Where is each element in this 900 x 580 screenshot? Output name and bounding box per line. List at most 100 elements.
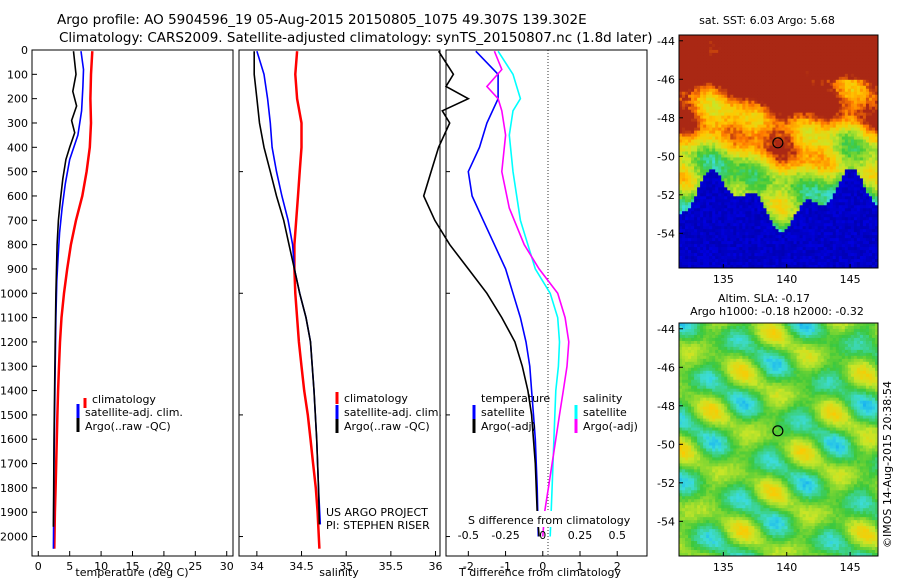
map-cell — [769, 94, 773, 99]
map-cell — [781, 115, 785, 120]
map-cell — [763, 151, 767, 155]
map-cell — [766, 136, 770, 140]
map-cell — [685, 202, 689, 206]
map-cell — [781, 247, 785, 251]
map-cell — [742, 91, 746, 96]
map-cell — [721, 154, 725, 158]
map-cell — [787, 139, 791, 143]
map-cell — [805, 208, 810, 212]
map-cell — [775, 247, 779, 251]
map-cell — [799, 229, 804, 233]
map-cell — [790, 70, 794, 75]
map-cell — [835, 238, 840, 242]
map-cell — [814, 97, 819, 102]
map-cell — [691, 46, 695, 51]
map-cell — [775, 97, 779, 102]
map-cell — [808, 133, 813, 137]
map-cell — [796, 160, 801, 164]
map-cell — [763, 154, 767, 158]
map-cell — [766, 226, 770, 230]
map-cell — [745, 241, 749, 245]
map-cell — [847, 76, 852, 81]
map-cell — [817, 97, 822, 102]
map-cell — [709, 136, 713, 140]
map-cell — [781, 118, 785, 123]
map-cell — [700, 163, 704, 167]
map-cell — [787, 97, 791, 102]
map-cell — [790, 214, 794, 218]
map-cell — [778, 133, 782, 137]
map-cell — [727, 35, 731, 39]
map-cell — [712, 199, 716, 203]
map-cell — [718, 73, 722, 78]
map-cell — [775, 217, 779, 221]
map-cell — [730, 79, 734, 84]
legend-t-argo: Argo(-adj) — [481, 420, 536, 433]
map-cell — [754, 136, 758, 140]
map-cell — [847, 241, 852, 245]
map-cell — [679, 247, 683, 251]
map-cell — [766, 235, 770, 239]
map-cell — [784, 163, 788, 167]
map-cell — [769, 190, 773, 194]
map-cell — [820, 250, 825, 254]
map-cell — [835, 145, 840, 149]
map-cell — [700, 112, 704, 117]
map-cell — [874, 64, 879, 69]
map-cell — [766, 148, 770, 152]
map-cell — [868, 223, 873, 227]
map-cell — [745, 121, 749, 126]
map-cell — [838, 115, 843, 120]
map-cell — [874, 79, 879, 84]
map-cell — [796, 205, 801, 209]
map-cell — [808, 205, 813, 209]
map-cell — [778, 190, 782, 194]
map-cell — [739, 151, 743, 155]
map-cell — [757, 235, 761, 239]
map-cell — [721, 196, 725, 200]
map-cell — [847, 187, 852, 191]
map-cell — [817, 154, 822, 158]
map-cell — [763, 247, 767, 251]
map-cell — [817, 196, 822, 200]
map-cell — [853, 148, 858, 152]
map-cell — [733, 94, 737, 99]
map-cell — [817, 166, 822, 170]
map-cell — [742, 40, 746, 45]
map-cell — [874, 178, 879, 182]
map-cell — [781, 172, 785, 176]
map-cell — [844, 244, 849, 248]
map-cell — [820, 244, 825, 248]
map-cell — [709, 115, 713, 120]
map-cell — [802, 106, 807, 111]
map-cell — [799, 241, 804, 245]
map-cell — [820, 247, 825, 251]
map-cell — [832, 55, 837, 60]
map-cell — [871, 178, 876, 182]
map-cell — [682, 235, 686, 239]
map-cell — [784, 172, 788, 176]
map-cell — [802, 241, 807, 245]
map-cell — [787, 244, 791, 248]
map-cell — [688, 91, 692, 96]
map-cell — [850, 166, 855, 170]
map-cell — [871, 76, 876, 81]
map-cell — [853, 178, 858, 182]
map-cell — [697, 55, 701, 60]
map-cell — [802, 214, 807, 218]
map-cell — [859, 217, 864, 221]
map-cell — [847, 247, 852, 251]
map-cell — [685, 127, 689, 131]
map-cell — [697, 196, 701, 200]
map-cell — [844, 214, 849, 218]
map-cell — [706, 145, 710, 149]
map-cell — [685, 37, 689, 42]
map-cell — [805, 35, 810, 39]
map-cell — [805, 43, 810, 48]
map-cell — [694, 100, 698, 105]
map-cell — [817, 169, 822, 173]
map-cell — [724, 229, 728, 233]
series-line-climatology — [53, 51, 94, 549]
map-cell — [823, 181, 828, 185]
map-cell — [742, 235, 746, 239]
